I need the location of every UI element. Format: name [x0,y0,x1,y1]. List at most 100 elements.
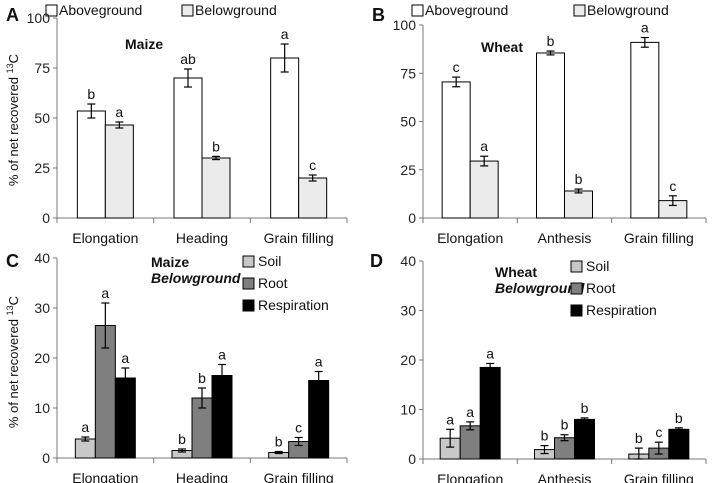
plot-b: 0 25 50 75 100 Elongation Anthesis Grain fillin… [393,17,707,246]
y-tick-label: 75 [34,60,50,76]
significance-letter: b [581,400,589,416]
y-axis-label-c: % of net recovered 13C [5,296,21,428]
y-tick-label: 40 [400,253,416,269]
bar [211,375,233,459]
legend-label-belowground: Belowground [587,2,669,18]
x-tick-label: Elongation [437,471,503,483]
y-tick-label: 30 [400,303,416,319]
y-tick-label: 50 [34,110,50,126]
legend-label-soil: Soil [258,253,281,269]
plot-a: 0 25 50 75 100 Elongation Heading Grain filling… [27,10,348,246]
x-tick-label: Elongation [72,230,138,246]
y-axis-label-a: % of net recovered 13C [5,54,21,186]
y-tick-label: 25 [400,162,416,178]
significance-letter: b [198,370,206,386]
y-tick-label: 10 [400,402,416,418]
x-tick-label: Anthesis [538,230,592,246]
significance-letter: c [669,178,676,194]
x-tick-label: Elongation [437,230,503,246]
x-tick-label: Grain filling [264,230,334,246]
significance-letter: b [541,428,549,444]
x-tick-label: Grain filling [264,470,334,483]
panel-label-b: B [372,5,385,25]
y-tick-label: 30 [34,300,50,316]
bar [74,438,96,459]
legend-swatch-belowground [573,4,586,17]
legend-d: Soil Root Respiration [570,258,657,318]
y-tick-label: 40 [34,250,50,266]
significance-letter: a [218,347,226,363]
significance-letter: a [115,104,123,120]
y-tick-label: 75 [400,65,416,81]
legend-a: Aboveground Belowground [45,2,277,18]
legend-c: Soil Root Respiration [242,253,329,313]
bar [479,366,501,460]
significance-letter: a [641,20,649,36]
x-tick-label: Heading [176,230,228,246]
y-tick-label: 20 [400,352,416,368]
panel-title-a: Maize [125,36,163,52]
bar [668,428,690,460]
significance-letter: a [101,285,109,301]
significance-letter: b [561,417,569,433]
significance-letter: b [547,33,555,49]
significance-letter: b [87,86,95,102]
legend-swatch-soil [242,255,255,268]
legend-label-belowground: Belowground [195,2,277,18]
y-tick-label: 0 [408,210,416,226]
panel-title-b: Wheat [481,39,523,55]
y-tick-label: 20 [34,350,50,366]
legend-swatch-belowground [181,4,194,17]
y-tick-label: 10 [34,400,50,416]
panel-label-a: A [6,5,19,25]
panel-subtitle-c: Belowground [151,270,241,286]
panel-title-d: Wheat [495,264,537,280]
significance-letter: c [295,420,302,436]
y-tick-label: 0 [408,451,416,467]
panel-subtitle-d: Belowground [495,280,585,296]
legend-swatch-root [242,277,255,290]
y-tick-label: 100 [393,17,417,33]
bar [76,110,106,219]
bar [173,77,203,219]
significance-letter: a [486,345,494,361]
bar [441,81,471,219]
significance-letter: a [281,26,289,42]
legend-swatch-root [570,282,583,295]
legend-label-root: Root [586,280,616,296]
panel-title-c: Maize [151,254,189,270]
significance-letter: a [315,354,323,370]
significance-letter: b [275,434,283,450]
legend-swatch-aboveground [411,4,424,17]
bar [104,124,134,219]
plot-d: 0 10 20 30 40 Elongation Anthesis Grain filling… [400,253,707,483]
panel-a: A Aboveground Belowground Maize 0 25 50 75 1… [6,2,348,246]
significance-letter: a [466,404,474,420]
significance-letter: b [675,410,683,426]
panel-label-c: C [6,251,19,271]
panel-b: B Aboveground Belowground Wheat 0 25 50 75 1… [372,2,707,246]
bar [564,190,593,219]
significance-letter: a [121,350,129,366]
legend-label-aboveground: Aboveground [425,2,508,18]
bar [630,41,660,219]
bar [270,57,300,219]
plot-c: 0 10 20 30 40 Elongation Heading Grain filling a… [34,250,348,483]
legend-swatch-respiration [242,299,255,312]
legend-label-respiration: Respiration [258,297,329,313]
significance-letter: a [446,411,454,427]
x-tick-label: Anthesis [538,471,592,483]
significance-letter: c [309,157,316,173]
legend-label-aboveground: Aboveground [59,2,142,18]
y-tick-label: 25 [34,160,50,176]
bar [298,177,328,219]
bar [469,160,499,219]
panel-d: D Wheat Belowground Soil Root Respiratio… [370,251,707,483]
bar [201,157,231,219]
panel-c: C Maize Belowground Soil Root Respiratio… [6,250,348,483]
significance-letter: c [453,59,460,75]
bar [459,425,481,460]
y-tick-label: 50 [400,114,416,130]
significance-letter: b [635,430,643,446]
